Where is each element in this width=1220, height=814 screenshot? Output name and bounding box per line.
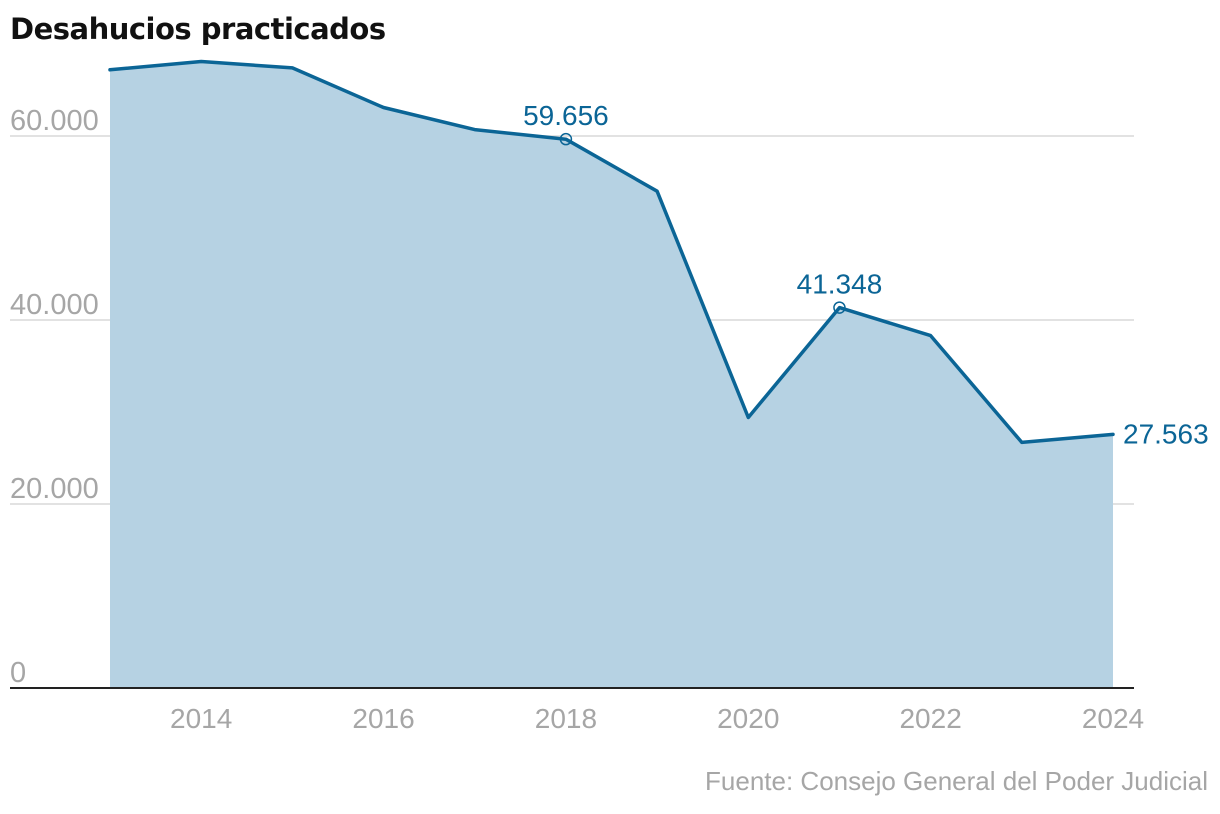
- y-tick-label-0: 0: [10, 657, 26, 689]
- annotation-label-0: 59.656: [523, 100, 609, 131]
- x-tick-label-4: 2022: [899, 703, 961, 734]
- y-tick-label-1: 20.000: [10, 473, 99, 505]
- x-tick-label-1: 2016: [352, 703, 414, 734]
- annotation-label-2: 27.563: [1123, 418, 1209, 449]
- x-tick-label-3: 2020: [717, 703, 779, 734]
- y-tick-label-3: 60.000: [10, 105, 99, 137]
- x-tick-label-0: 2014: [170, 703, 232, 734]
- source-note: Fuente: Consejo General del Poder Judici…: [705, 766, 1208, 797]
- x-tick-labels: 2014 2016 2018 2020 2022 2024: [170, 703, 1144, 734]
- annotation-label-1: 41.348: [797, 269, 883, 300]
- x-tick-label-2: 2018: [535, 703, 597, 734]
- y-tick-label-2: 40.000: [10, 289, 99, 321]
- x-tick-label-5: 2024: [1082, 703, 1144, 734]
- y-tick-labels: 0 20.000 40.000 60.000: [10, 105, 99, 689]
